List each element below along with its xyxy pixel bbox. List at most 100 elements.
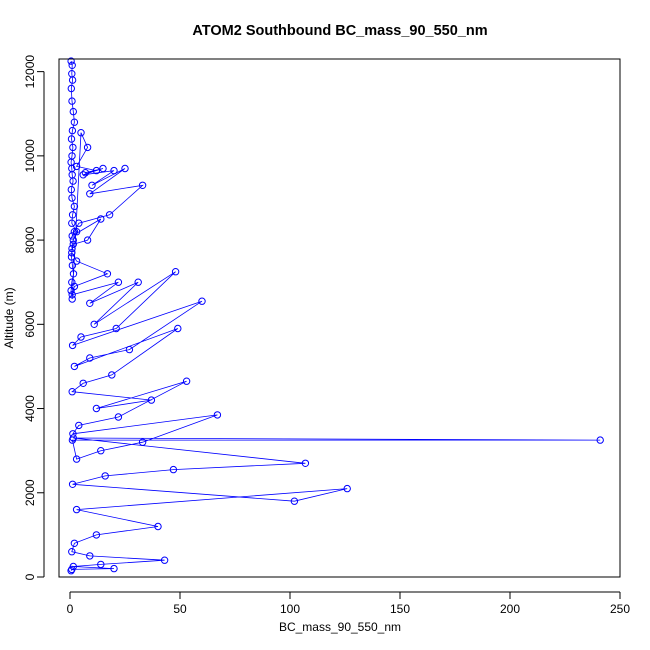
data-point	[86, 354, 94, 362]
y-tick-label: 0	[23, 573, 37, 580]
data-point	[103, 270, 112, 278]
data-point	[77, 129, 85, 137]
data-point	[147, 396, 156, 404]
data-point	[114, 413, 123, 421]
data-point	[68, 249, 76, 257]
data-point	[112, 324, 120, 333]
data-point	[86, 190, 94, 198]
data-point	[138, 438, 147, 446]
data-point	[67, 567, 75, 575]
y-tick-label: 2000	[23, 479, 37, 506]
data-point	[88, 181, 96, 190]
data-point	[108, 371, 116, 379]
data-point	[68, 97, 76, 105]
data-point	[68, 232, 76, 240]
data-point	[70, 202, 79, 211]
data-point	[68, 219, 76, 227]
x-tick-label: 0	[67, 602, 74, 616]
data-point	[301, 459, 310, 467]
data-point	[67, 135, 76, 143]
x-axis-label: BC_mass_90_550_nm	[279, 620, 401, 634]
chart-title: ATOM2 Southbound BC_mass_90_550_nm	[192, 23, 487, 39]
data-point	[72, 228, 81, 236]
data-point	[90, 320, 98, 328]
data-point	[83, 143, 92, 152]
data-point	[68, 480, 77, 488]
data-point	[99, 164, 107, 173]
data-point	[134, 278, 142, 286]
plot-frame	[58, 58, 621, 578]
data-point	[213, 411, 222, 419]
data-point	[70, 282, 79, 291]
x-tick-label: 200	[500, 602, 520, 616]
y-axis: 0 2000 4000 6000 8000 10000 12000	[23, 55, 45, 580]
data-point	[69, 434, 78, 442]
x-axis: 0 50 100 150 200 250	[67, 591, 630, 616]
data-point	[70, 118, 79, 126]
x-tick-label: 150	[390, 602, 410, 616]
data-point	[69, 236, 78, 244]
data-point	[68, 61, 76, 70]
data-point	[198, 297, 206, 305]
data-point	[110, 166, 118, 175]
y-tick-label: 8000	[23, 226, 37, 253]
x-tick-label: 100	[280, 602, 300, 616]
data-point	[114, 278, 123, 286]
data-point	[72, 257, 81, 265]
data-point	[68, 76, 77, 84]
x-tick-label: 50	[173, 602, 187, 616]
data-point	[171, 268, 180, 276]
data-point	[182, 377, 191, 385]
data-point	[68, 261, 77, 270]
data-point	[69, 143, 77, 152]
data-point	[68, 341, 77, 350]
plot-layer	[67, 57, 604, 575]
data-point	[67, 185, 76, 194]
data-point	[169, 465, 178, 474]
data-point	[67, 57, 75, 65]
data-point	[72, 455, 81, 463]
data-point	[343, 484, 351, 493]
data-point	[68, 211, 77, 219]
data-point	[69, 240, 78, 249]
data-point	[138, 181, 147, 190]
data-point	[68, 126, 77, 135]
data-point	[68, 295, 76, 303]
data-point	[105, 211, 114, 219]
data-point	[154, 522, 162, 531]
data-point	[69, 107, 78, 116]
data-point	[68, 244, 76, 253]
data-point	[86, 299, 94, 307]
data-point	[72, 505, 81, 514]
data-point	[79, 171, 87, 179]
y-tick-label: 12000	[23, 55, 37, 89]
data-point	[69, 177, 77, 185]
data-point	[97, 215, 105, 223]
data-point	[160, 556, 169, 564]
data-point	[68, 548, 76, 556]
y-axis-label: Altitude (m)	[2, 287, 16, 348]
data-point	[110, 564, 118, 573]
y-tick-label: 10000	[23, 139, 37, 173]
x-tick-label: 250	[610, 602, 630, 616]
data-point	[67, 253, 76, 261]
data-point	[97, 447, 105, 455]
data-point	[68, 194, 76, 202]
data-point	[70, 362, 79, 371]
data-point	[83, 236, 92, 244]
data-point	[97, 560, 105, 569]
data-point	[68, 388, 76, 396]
data-point	[81, 169, 90, 177]
data-point	[121, 164, 129, 173]
data-point	[70, 539, 79, 547]
data-point	[86, 552, 94, 560]
data-point	[125, 345, 134, 354]
data-point	[92, 531, 101, 539]
data-point	[67, 84, 76, 93]
data-point	[75, 219, 83, 227]
data-point	[596, 436, 604, 444]
y-tick-label: 6000	[23, 311, 37, 338]
data-point	[69, 270, 78, 278]
